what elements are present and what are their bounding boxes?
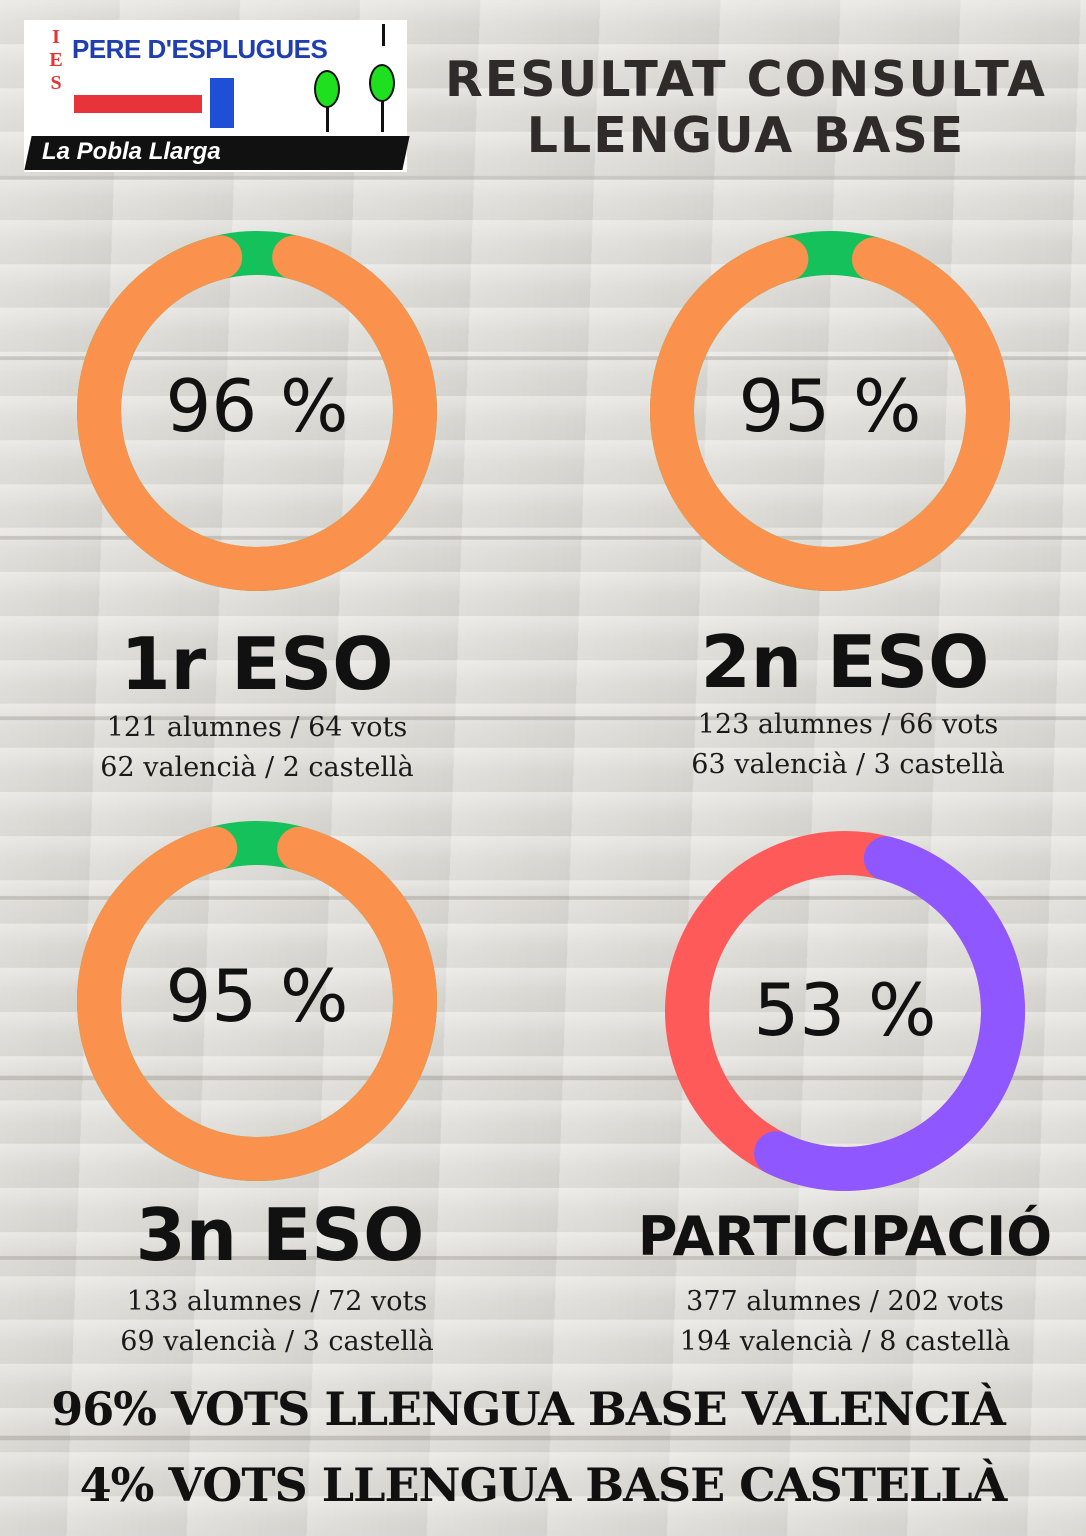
title-line-2: LLENGUA BASE (526, 107, 966, 164)
chart-4-detail-line: 377 alumnes / 202 vots (686, 1286, 1004, 1317)
donut-slice-4-primary (665, 831, 1025, 1191)
logo-blue-bar (210, 78, 234, 128)
logo-tree-icon (369, 64, 395, 102)
page-title: RESULTAT CONSULTA LLENGUA BASE (410, 52, 1082, 164)
donut-slice-2-primary (650, 231, 1010, 591)
chart-4-title: PARTICIPACIÓ (637, 1205, 1053, 1268)
logo-letter: E (49, 49, 63, 71)
chart-1-detail-line: 62 valencià / 2 castellà (100, 752, 414, 783)
logo-tree-trunk (326, 92, 329, 132)
school-logo: I E S PERE D'ESPLUGUES La Pobla Llarga (24, 20, 410, 172)
chart-3-center-label: 95 % (165, 954, 349, 1038)
donut-chart-participacio (665, 831, 1025, 1191)
chart-2-center-label: 95 % (738, 364, 922, 448)
logo-tree-icon (314, 70, 340, 108)
footer-line-2: 4% VOTS LLENGUA BASE CASTELLÀ (79, 1458, 1008, 1512)
chart-3-detail-line: 69 valencià / 3 castellà (120, 1326, 434, 1357)
chart-4-detail-line: 194 valencià / 8 castellà (679, 1326, 1011, 1357)
chart-2-detail-line: 123 alumnes / 66 vots (697, 709, 999, 740)
donut-chart-2n-eso (650, 231, 1010, 591)
chart-3-detail-line: 133 alumnes / 72 vots (126, 1286, 428, 1317)
chart-2-detail-line: 63 valencià / 3 castellà (691, 749, 1005, 780)
logo-letter: S (50, 72, 62, 94)
logo-red-bar (74, 95, 202, 113)
chart-1-details: 121 alumnes / 64 vots 62 valencià / 2 ca… (27, 708, 487, 788)
donut-slice-1-primary (77, 231, 437, 591)
logo-town-name: La Pobla Llarga (42, 138, 221, 165)
donut-slice-3-primary (77, 821, 437, 1181)
chart-4-details: 377 alumnes / 202 vots 194 valencià / 8 … (615, 1282, 1075, 1362)
logo-school-name: PERE D'ESPLUGUES (72, 34, 328, 64)
chart-4-center-label: 53 % (753, 968, 937, 1052)
logo-pole (382, 24, 385, 46)
chart-1-center-label: 96 % (165, 364, 349, 448)
logo-tree-trunk (381, 88, 384, 132)
chart-1-detail-line: 121 alumnes / 64 vots (106, 712, 408, 743)
chart-3-title: 3n ESO (135, 1193, 425, 1277)
chart-1-title: 1r ESO (120, 622, 394, 706)
donut-chart-1r-eso (77, 231, 437, 591)
donut-chart-3n-eso (77, 821, 437, 1181)
logo-letter: I (52, 26, 60, 48)
title-line-1: RESULTAT CONSULTA (445, 51, 1047, 108)
logo-ies-letters: I E S (46, 26, 66, 95)
chart-3-details: 133 alumnes / 72 vots 69 valencià / 3 ca… (47, 1282, 507, 1362)
footer-line-1: 96% VOTS LLENGUA BASE VALENCIÀ (51, 1382, 1006, 1436)
chart-2-details: 123 alumnes / 66 vots 63 valencià / 3 ca… (618, 705, 1078, 785)
chart-2-title: 2n ESO (700, 620, 990, 704)
